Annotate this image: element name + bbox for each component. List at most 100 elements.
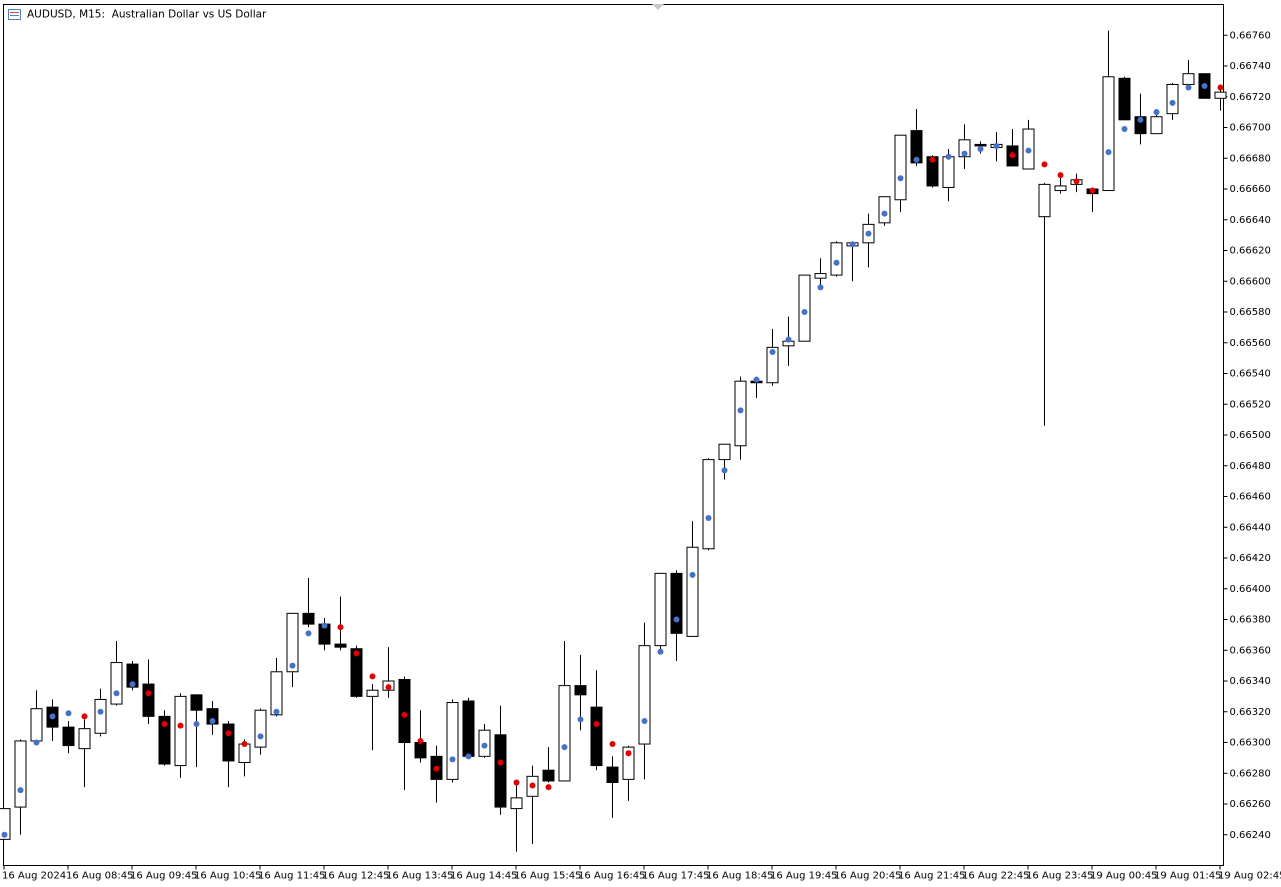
y-tick-label: 0.66580 bbox=[1230, 307, 1271, 318]
x-tick-label: 16 Aug 15:45 bbox=[514, 871, 581, 882]
indicator-dot bbox=[241, 741, 248, 748]
indicator-dot bbox=[257, 733, 264, 740]
indicator-dot bbox=[561, 744, 568, 751]
x-tick-label: 19 Aug 01:45 bbox=[1154, 871, 1221, 882]
indicator-dot bbox=[193, 721, 200, 728]
candle-body bbox=[734, 380, 747, 447]
indicator-dot bbox=[417, 737, 424, 744]
indicator-dot bbox=[305, 630, 312, 637]
indicator-dot bbox=[449, 756, 456, 763]
x-tick-label: 16 Aug 16:45 bbox=[578, 871, 645, 882]
indicator-dot bbox=[625, 750, 632, 757]
x-tick-label: 16 Aug 09:45 bbox=[130, 871, 197, 882]
x-tick-label: 16 Aug 08:45 bbox=[66, 871, 133, 882]
indicator-dot bbox=[1121, 126, 1128, 133]
indicator-dot bbox=[657, 648, 664, 655]
indicator-dot bbox=[177, 722, 184, 729]
y-tick-label: 0.66440 bbox=[1230, 522, 1271, 533]
candle-body bbox=[1134, 116, 1147, 135]
candle-body bbox=[702, 459, 715, 550]
candle-body bbox=[126, 663, 139, 688]
indicator-dot bbox=[353, 650, 360, 657]
candle-body bbox=[574, 685, 587, 696]
x-tick-label: 16 Aug 11:45 bbox=[258, 871, 325, 882]
indicator-dot bbox=[1009, 152, 1016, 159]
y-tick-label: 0.66660 bbox=[1230, 184, 1271, 195]
candle-body bbox=[206, 708, 219, 725]
candle-body bbox=[878, 196, 891, 224]
candle-body bbox=[270, 671, 283, 716]
candle-body bbox=[462, 700, 475, 757]
candle-body bbox=[958, 139, 971, 158]
shift-marker bbox=[652, 4, 664, 10]
y-tick-label: 0.66740 bbox=[1230, 61, 1271, 72]
y-tick-label: 0.66400 bbox=[1230, 584, 1271, 595]
candle-body bbox=[350, 648, 363, 697]
candle-body bbox=[142, 683, 155, 717]
y-tick-label: 0.66540 bbox=[1230, 369, 1271, 380]
candle-body bbox=[414, 742, 427, 759]
indicator-dot bbox=[705, 515, 712, 522]
indicator-dot bbox=[17, 787, 24, 794]
indicator-dot bbox=[1201, 82, 1208, 89]
indicator-dot bbox=[1057, 172, 1064, 179]
indicator-dot bbox=[1, 831, 8, 838]
y-tick-label: 0.66460 bbox=[1230, 492, 1271, 503]
indicator-dot bbox=[1073, 178, 1080, 185]
indicator-dot bbox=[1169, 99, 1176, 106]
indicator-dot bbox=[753, 376, 760, 383]
indicator-dot bbox=[897, 175, 904, 182]
x-tick-label: 16 Aug 20:45 bbox=[834, 871, 901, 882]
x-tick-label: 16 Aug 17:45 bbox=[642, 871, 709, 882]
y-tick-label: 0.66340 bbox=[1230, 676, 1271, 687]
candle-body bbox=[590, 706, 603, 767]
candle-body bbox=[366, 689, 379, 697]
y-tick-label: 0.66380 bbox=[1230, 615, 1271, 626]
candle-body bbox=[638, 645, 651, 745]
symbol-icon bbox=[8, 9, 21, 20]
indicator-dot bbox=[881, 210, 888, 217]
indicator-dot bbox=[321, 622, 328, 629]
candle-body bbox=[606, 766, 619, 783]
y-tick-label: 0.66360 bbox=[1230, 645, 1271, 656]
candle-body bbox=[686, 546, 699, 637]
indicator-dot bbox=[465, 753, 472, 760]
indicator-dot bbox=[369, 673, 376, 680]
candle-body bbox=[286, 612, 299, 673]
y-tick-label: 0.66560 bbox=[1230, 338, 1271, 349]
candle-body bbox=[0, 808, 11, 840]
indicator-dot bbox=[33, 739, 40, 746]
indicator-dot bbox=[273, 708, 280, 715]
candle-body bbox=[1038, 183, 1051, 218]
candle-body bbox=[30, 708, 43, 742]
candle-body bbox=[670, 572, 683, 634]
candle-body bbox=[1102, 76, 1115, 192]
indicator-dot bbox=[609, 741, 616, 748]
x-tick-label: 16 Aug 22:45 bbox=[962, 871, 1029, 882]
candle-body bbox=[62, 726, 75, 747]
indicator-dot bbox=[289, 662, 296, 669]
x-tick-label: 16 Aug 12:45 bbox=[322, 871, 389, 882]
candle-body bbox=[14, 740, 27, 808]
candle-body bbox=[302, 612, 315, 625]
indicator-dot bbox=[577, 716, 584, 723]
y-tick-label: 0.66320 bbox=[1230, 707, 1271, 718]
chart-title: AUDUSD, M15: Australian Dollar vs US Dol… bbox=[27, 9, 267, 21]
y-tick-label: 0.66720 bbox=[1230, 92, 1271, 103]
candle-body bbox=[94, 698, 107, 734]
candle-body bbox=[926, 156, 939, 187]
y-tick-label: 0.66260 bbox=[1230, 799, 1271, 810]
y-tick-label: 0.66600 bbox=[1230, 276, 1271, 287]
indicator-dot bbox=[337, 624, 344, 631]
candle-body bbox=[78, 728, 91, 750]
indicator-dot bbox=[993, 142, 1000, 149]
indicator-dot bbox=[721, 467, 728, 474]
y-tick-label: 0.66520 bbox=[1230, 399, 1271, 410]
x-tick-label: 19 Aug 02:45 bbox=[1218, 871, 1281, 882]
indicator-dot bbox=[945, 153, 952, 160]
indicator-dot bbox=[97, 708, 104, 715]
indicator-dot bbox=[145, 690, 152, 697]
x-tick-label: 16 Aug 10:45 bbox=[194, 871, 261, 882]
y-tick-label: 0.66620 bbox=[1230, 246, 1271, 257]
